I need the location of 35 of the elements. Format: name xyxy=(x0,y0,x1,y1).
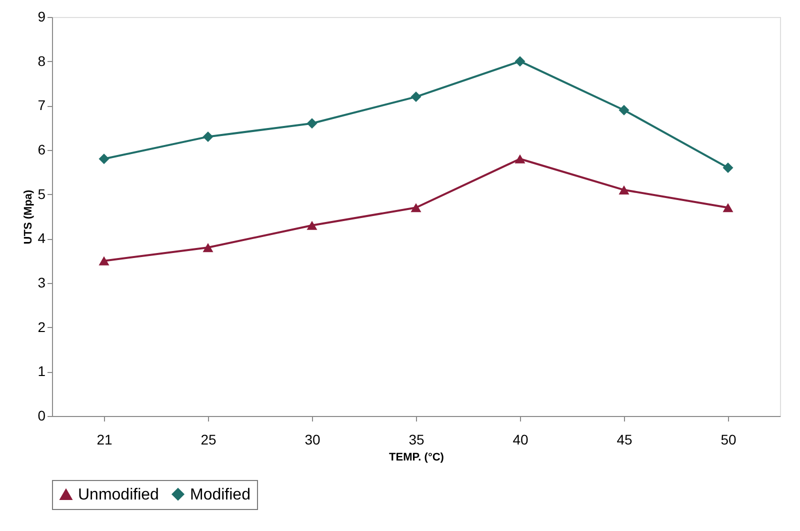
x-tick-label: 21 xyxy=(96,432,112,448)
y-axis-title: UTS (Mpa) xyxy=(22,189,35,244)
y-tick-label: 6 xyxy=(38,142,46,158)
point xyxy=(306,220,318,230)
x-tick-label: 35 xyxy=(408,432,424,448)
point xyxy=(618,185,630,194)
y-tick-label: 4 xyxy=(38,230,46,246)
y-tick-label: 3 xyxy=(38,274,46,290)
y-tick-label: 9 xyxy=(38,8,46,24)
x-tick-label: 40 xyxy=(512,432,528,448)
point xyxy=(722,162,734,173)
point xyxy=(98,256,110,266)
point xyxy=(202,131,214,142)
point xyxy=(514,56,526,67)
y-tick-label: 8 xyxy=(38,52,46,69)
y-tick-label: 2 xyxy=(38,318,46,335)
legend-label: Modified xyxy=(190,486,250,504)
point xyxy=(98,154,110,164)
y-tick-label: 7 xyxy=(38,97,46,114)
point xyxy=(722,203,734,212)
y-tick-label: 1 xyxy=(38,363,46,380)
legend-label: Unmodified xyxy=(78,486,159,504)
x-tick-label: 45 xyxy=(616,432,632,448)
x-axis-title: TEMP. (°C) xyxy=(389,452,444,464)
point xyxy=(514,154,526,164)
point xyxy=(306,118,318,129)
y-tick-label: 0 xyxy=(38,408,46,424)
point xyxy=(202,242,214,252)
x-tick-label: 30 xyxy=(304,432,320,448)
point xyxy=(410,92,422,102)
point xyxy=(618,104,630,116)
x-tick-label: 50 xyxy=(720,432,736,448)
y-tick-label: 5 xyxy=(38,186,46,202)
x-tick-label: 25 xyxy=(200,432,216,448)
point xyxy=(410,203,422,212)
